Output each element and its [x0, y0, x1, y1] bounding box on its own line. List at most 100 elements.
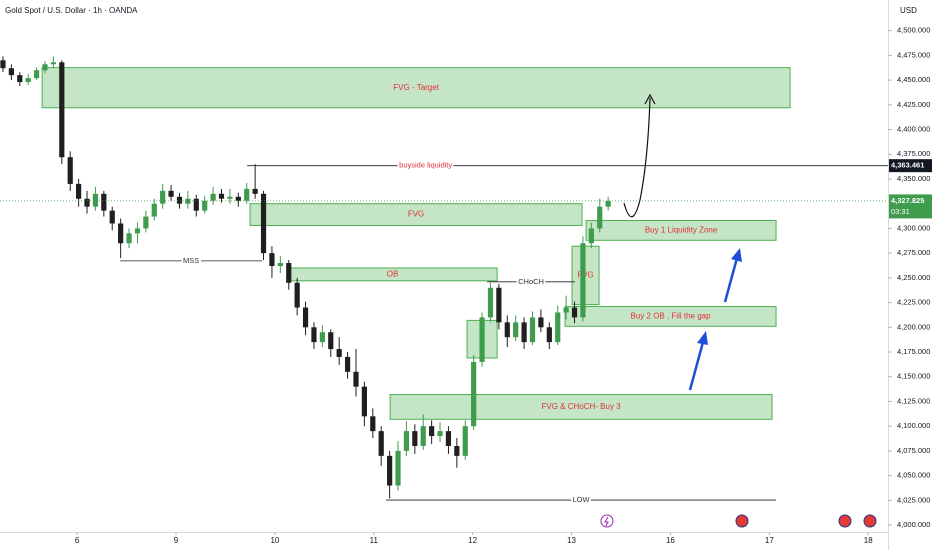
zone	[585, 220, 777, 241]
candle-body	[546, 327, 552, 343]
y-tick-label: 4,450.000	[897, 75, 930, 84]
event-icon[interactable]	[735, 514, 749, 528]
candle-body	[277, 263, 283, 266]
y-tick-label: 4,425.000	[897, 100, 930, 109]
candle-body	[344, 356, 351, 372]
candle-body	[101, 193, 107, 211]
candle-body	[109, 210, 115, 224]
candle-body	[33, 70, 40, 79]
candle-body	[269, 253, 275, 266]
zone-label: Buy 2 OB , Fill the gap	[631, 312, 712, 321]
zone	[389, 394, 773, 420]
candle-body	[302, 307, 309, 328]
candle-body	[496, 287, 502, 323]
currency-label: USD	[900, 6, 917, 15]
y-tick-label: 4,225.000	[897, 298, 930, 307]
candle-body	[134, 228, 141, 234]
candle-body	[235, 196, 241, 201]
candle-body	[588, 228, 594, 244]
event-icon[interactable]	[600, 514, 614, 528]
zone-label: FVG	[408, 210, 424, 219]
candle-body	[260, 193, 267, 254]
candle-body	[252, 188, 258, 194]
y-tick-label: 4,500.000	[897, 26, 930, 35]
candle-body	[429, 426, 435, 437]
candle-body	[185, 198, 191, 204]
candle-body	[353, 371, 359, 387]
x-tick-label: 13	[567, 536, 576, 545]
candle-body	[504, 322, 510, 338]
candle-body	[17, 75, 23, 83]
level-label: LOW	[573, 495, 591, 504]
candle-body	[403, 431, 410, 451]
candle-body	[571, 307, 578, 318]
candle-body	[118, 223, 124, 244]
candle-body	[412, 431, 418, 446]
candle-body	[529, 317, 536, 343]
zone-label: OB	[387, 270, 399, 279]
candle-body	[387, 455, 393, 486]
y-tick-label: 4,125.000	[897, 396, 930, 405]
zone-label: Buy 1 Liquidity Zone	[645, 226, 718, 235]
candle-body	[336, 349, 342, 357]
candle-body	[462, 426, 468, 456]
level-label: CHoCH	[518, 277, 544, 286]
zone-label: FVG & CHoCH- Buy 3	[541, 402, 621, 411]
candle-body	[193, 198, 199, 211]
candle-body	[202, 200, 208, 211]
candle-body	[160, 190, 166, 204]
price-label: 4,327.825	[891, 196, 924, 205]
candle-body	[126, 233, 132, 244]
y-tick-label: 4,375.000	[897, 149, 930, 158]
zone	[41, 67, 791, 109]
target-arrow	[623, 97, 651, 218]
chart-title: Gold Spot / U.S. Dollar · 1h · OANDA	[5, 6, 138, 15]
y-tick-label: 4,200.000	[897, 322, 930, 331]
candle-body	[328, 332, 334, 350]
candle-body	[0, 60, 6, 69]
y-tick-label: 4,350.000	[897, 174, 930, 183]
candle-body	[580, 243, 586, 318]
blue-arrow	[723, 257, 739, 303]
zone	[564, 306, 777, 327]
candle-body	[311, 327, 317, 343]
x-tick-label: 10	[270, 536, 279, 545]
candle-body	[454, 445, 460, 456]
x-tick-label: 11	[370, 536, 379, 545]
event-icon[interactable]	[838, 514, 852, 528]
zone-label: FVG	[577, 271, 593, 280]
zone	[249, 203, 583, 226]
x-tick-label: 6	[75, 536, 80, 545]
candle-body	[597, 206, 603, 229]
candle-body	[513, 322, 519, 338]
zone	[571, 245, 600, 306]
candle-body	[176, 196, 183, 204]
candle-body	[538, 317, 544, 328]
event-icon[interactable]	[863, 514, 877, 528]
x-tick-label: 18	[864, 536, 873, 545]
blue-arrowhead	[731, 248, 742, 262]
candle-body	[471, 361, 477, 427]
candle-body	[218, 193, 225, 199]
candle-body	[67, 157, 73, 184]
candle-body	[445, 431, 452, 446]
candle-body	[42, 64, 48, 71]
candle-body	[555, 312, 561, 343]
candle-body	[420, 426, 426, 446]
y-tick-label: 4,475.000	[897, 50, 930, 59]
candle-body	[378, 431, 384, 456]
x-tick-label: 16	[666, 536, 675, 545]
candle-body	[168, 190, 174, 197]
y-tick-label: 4,075.000	[897, 446, 930, 455]
y-tick-label: 4,300.000	[897, 223, 930, 232]
level-label: buyside liquidity	[399, 161, 452, 170]
plot-area: FVG - Target FVG OB FVG Buy 1 Liquidity Zone…	[0, 56, 888, 506]
candle-body	[151, 203, 157, 217]
y-tick-label: 4,175.000	[897, 347, 930, 356]
candle-body	[8, 68, 14, 76]
candle-body	[521, 322, 527, 343]
candle-body	[605, 200, 611, 207]
x-tick-label: 9	[174, 536, 179, 545]
